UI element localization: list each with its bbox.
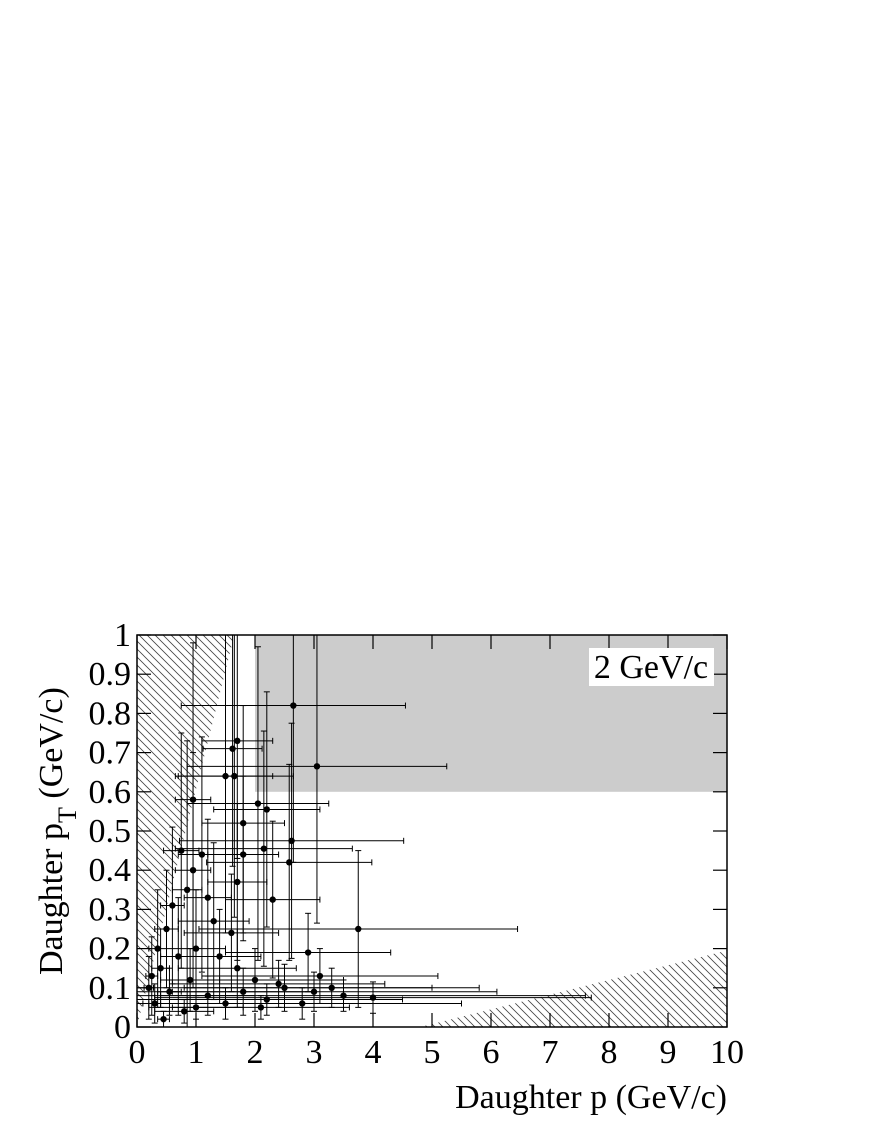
point bbox=[166, 988, 173, 995]
point bbox=[234, 737, 241, 745]
x-axis-title: Daughter p (GeV/c) bbox=[455, 1079, 727, 1116]
y-tick-label: 0.3 bbox=[89, 891, 132, 928]
x-tick-label: 1 bbox=[188, 1034, 205, 1071]
point bbox=[183, 886, 191, 893]
annotation: 2 GeV/c bbox=[594, 649, 708, 686]
y-axis-title: Daughter pT (GeV/c) bbox=[33, 687, 82, 975]
point bbox=[251, 976, 259, 984]
point bbox=[290, 702, 297, 709]
point bbox=[210, 917, 217, 925]
point bbox=[254, 800, 262, 807]
y-tick-label: 0.8 bbox=[89, 695, 132, 732]
y-tick-label: 0.5 bbox=[89, 813, 132, 850]
point bbox=[160, 1015, 167, 1023]
y-axis-title-unit: (GeV/c) bbox=[33, 687, 70, 807]
point bbox=[240, 851, 247, 858]
x-tick-label: 2 bbox=[247, 1034, 264, 1071]
x-tick-label: 3 bbox=[306, 1034, 323, 1071]
y-tick-label: 1 bbox=[114, 617, 131, 654]
y-tick-label: 0.9 bbox=[89, 656, 132, 693]
point bbox=[328, 984, 335, 991]
point bbox=[181, 1008, 188, 1015]
point bbox=[228, 929, 235, 937]
x-tick-label: 7 bbox=[542, 1034, 559, 1071]
point bbox=[231, 772, 238, 780]
point bbox=[204, 894, 211, 901]
x-tick-label: 10 bbox=[710, 1034, 744, 1071]
point bbox=[169, 902, 176, 909]
x-tick-label: 5 bbox=[424, 1034, 441, 1071]
y-tick-label: 0.2 bbox=[89, 931, 132, 968]
x-tick-label: 8 bbox=[601, 1034, 618, 1071]
point bbox=[316, 972, 324, 980]
x-tick-label: 9 bbox=[660, 1034, 677, 1071]
point bbox=[263, 806, 270, 813]
y-tick-label: 0.6 bbox=[89, 774, 132, 811]
point bbox=[275, 980, 282, 988]
point bbox=[299, 1000, 306, 1007]
y-axis-title-sub: T bbox=[53, 807, 82, 823]
point bbox=[355, 925, 362, 933]
y-tick-label: 0.4 bbox=[89, 852, 132, 889]
point bbox=[148, 972, 155, 980]
point bbox=[234, 965, 241, 972]
point bbox=[269, 896, 276, 903]
point bbox=[157, 965, 164, 972]
point bbox=[260, 845, 268, 852]
point bbox=[204, 992, 211, 999]
y-tick-label: 0.1 bbox=[89, 970, 132, 1007]
point bbox=[163, 925, 170, 933]
point bbox=[198, 851, 206, 858]
point bbox=[189, 796, 197, 803]
point bbox=[304, 949, 312, 956]
point bbox=[154, 945, 161, 952]
point bbox=[178, 847, 185, 854]
y-axis-title-main: Daughter p bbox=[33, 823, 70, 975]
point bbox=[263, 996, 270, 1003]
x-tick-label: 4 bbox=[365, 1034, 382, 1071]
point bbox=[240, 988, 247, 995]
y-tick-label: 0.7 bbox=[89, 735, 132, 772]
point bbox=[234, 878, 241, 886]
point bbox=[288, 837, 295, 844]
x-tick-label: 6 bbox=[483, 1034, 500, 1071]
point bbox=[186, 976, 194, 984]
point bbox=[257, 1004, 265, 1011]
x-tick-label: 0 bbox=[129, 1034, 146, 1071]
y-tick-label: 0 bbox=[114, 1009, 131, 1046]
point bbox=[192, 945, 200, 952]
annotation-box bbox=[589, 648, 714, 686]
point bbox=[286, 859, 293, 866]
point bbox=[216, 953, 223, 960]
hatched-region bbox=[420, 950, 727, 1027]
point bbox=[313, 763, 321, 770]
